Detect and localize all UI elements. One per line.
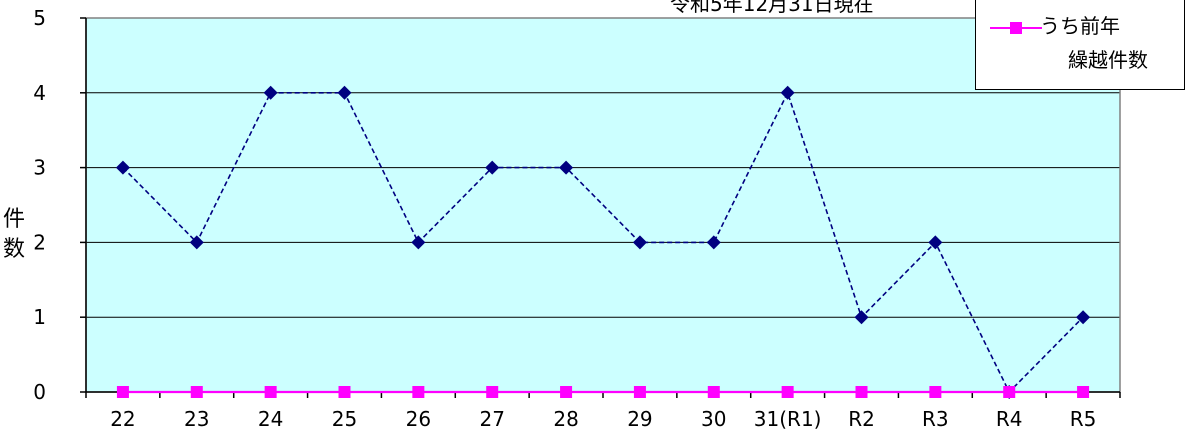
- x-tick-label: 28: [553, 407, 578, 431]
- data-point-diamond: [115, 160, 130, 175]
- data-point-diamond: [706, 235, 721, 250]
- data-point-diamond: [559, 160, 574, 175]
- x-tick-label: 24: [258, 407, 283, 431]
- y-tick-label: 0: [33, 380, 46, 404]
- y-tick-label: 1: [33, 305, 46, 329]
- y-tick-label: 2: [33, 230, 46, 254]
- x-tick-label: 30: [701, 407, 726, 431]
- data-point-diamond: [411, 235, 426, 250]
- x-tick-label: 27: [479, 407, 504, 431]
- x-tick-label: 23: [184, 407, 209, 431]
- data-point-square: [781, 386, 794, 398]
- data-point-square: [486, 386, 499, 398]
- data-point-diamond: [632, 235, 647, 250]
- y-axis-label-char: 件: [2, 207, 25, 232]
- legend: うち前年 繰越件数: [975, 0, 1185, 90]
- x-tick-labels: 22 23 24 25 26 27 28 29 30 31(R1) R2 R3 R4 R5: [110, 407, 1096, 431]
- series-group: [115, 85, 1091, 399]
- data-point-square: [412, 386, 425, 398]
- y-tick-labels: 0 1 2 3 4 5: [33, 6, 46, 404]
- legend-swatch: [990, 22, 1042, 34]
- data-point-square: [190, 386, 203, 398]
- data-point-square: [929, 386, 942, 398]
- x-tick-label: R3: [922, 407, 949, 431]
- x-tick-label: 25: [332, 407, 357, 431]
- x-tick-label: 22: [110, 407, 135, 431]
- legend-label-line2: 繰越件数: [1068, 48, 1148, 72]
- data-point-square: [1077, 386, 1090, 398]
- date-note: 令和5年12月31日現在: [670, 0, 874, 16]
- y-axis-label-char: 数: [2, 237, 25, 262]
- x-tick-label: R2: [848, 407, 875, 431]
- data-point-diamond: [854, 310, 869, 325]
- data-point-square: [707, 386, 720, 398]
- x-tick-label: R4: [996, 407, 1023, 431]
- data-point-diamond: [1076, 310, 1091, 325]
- y-tick-label: 5: [33, 6, 46, 30]
- data-point-square: [855, 386, 868, 398]
- data-point-diamond: [928, 235, 943, 250]
- x-tick-label: 29: [627, 407, 652, 431]
- legend-swatch-marker: [1010, 22, 1022, 34]
- data-point-square: [560, 386, 573, 398]
- data-point-diamond: [263, 85, 278, 100]
- data-point-square: [338, 386, 351, 398]
- data-point-square: [633, 386, 646, 398]
- x-tick-label: 31(R1): [754, 407, 822, 431]
- data-point-diamond: [780, 85, 795, 100]
- y-tick-label: 3: [33, 156, 46, 180]
- data-point-diamond: [485, 160, 500, 175]
- data-point-diamond: [189, 235, 204, 250]
- legend-label-line1: うち前年: [1040, 14, 1120, 38]
- x-tick-label: 26: [406, 407, 431, 431]
- data-point-diamond: [337, 85, 352, 100]
- data-point-square: [116, 386, 129, 398]
- x-tick-label: R5: [1070, 407, 1097, 431]
- y-tick-label: 4: [33, 81, 46, 105]
- data-point-square: [264, 386, 277, 398]
- y-axis-label: 件 数: [2, 205, 26, 265]
- data-point-square: [1003, 386, 1016, 398]
- series-line-1: [122, 90, 1084, 394]
